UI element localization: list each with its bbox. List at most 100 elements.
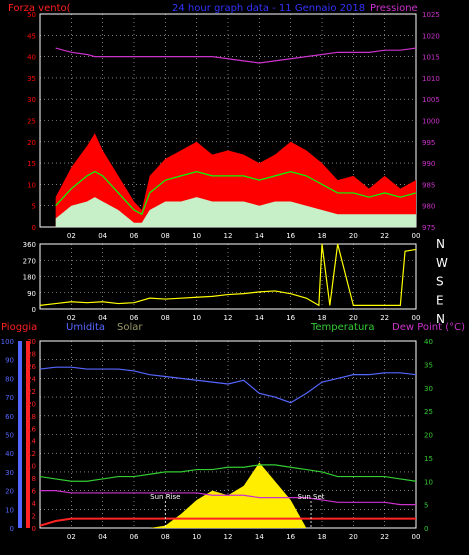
humidity-ytick-label: 20 bbox=[5, 488, 14, 496]
pressure-title: Pressione bbox=[370, 3, 418, 14]
temperature-ytick-label: 20 bbox=[424, 432, 433, 440]
pressure-ytick-label: 985 bbox=[422, 181, 435, 189]
pressure-ytick-label: 995 bbox=[422, 139, 435, 147]
climate-xtick-label: 00 bbox=[412, 533, 421, 541]
pressure-ytick-label: 1005 bbox=[422, 96, 440, 104]
climate-xtick-label: 02 bbox=[67, 533, 76, 541]
wind-xtick-label: 08 bbox=[161, 232, 170, 240]
rain-ytick-label: 4 bbox=[32, 500, 37, 508]
wind-xtick-label: 06 bbox=[130, 232, 139, 240]
temperature-ytick-label: 40 bbox=[424, 338, 433, 346]
rain-ytick-label: 12 bbox=[27, 450, 36, 458]
pressure-ytick-label: 975 bbox=[422, 224, 435, 232]
rain-line bbox=[39, 517, 416, 527]
temperature-ytick-label: 30 bbox=[424, 385, 433, 393]
climate-xtick-label: 18 bbox=[318, 533, 327, 541]
direction-compass-label: N bbox=[436, 237, 445, 251]
wind-xtick-label: 00 bbox=[412, 232, 421, 240]
wind-xtick-label: 14 bbox=[255, 232, 264, 240]
humidity-ytick-label: 0 bbox=[10, 525, 14, 533]
wind-ytick-label: 15 bbox=[27, 160, 36, 168]
humidity-line bbox=[39, 366, 417, 404]
rain-ytick-label: 14 bbox=[27, 438, 36, 446]
rain-scale-bar bbox=[26, 341, 30, 528]
direction-compass-label: N bbox=[436, 312, 445, 326]
humidity-ytick-label: 100 bbox=[1, 338, 14, 346]
direction-compass-label: W bbox=[436, 256, 448, 270]
climate-xtick-label: 22 bbox=[380, 533, 389, 541]
wind-xtick-label: 20 bbox=[349, 232, 358, 240]
wind-avg-line bbox=[55, 170, 417, 216]
temperature-ytick-label: 15 bbox=[424, 455, 433, 463]
humidity-ytick-label: 10 bbox=[5, 506, 14, 514]
wind-title: Forza vento( bbox=[8, 3, 71, 14]
rain-ytick-label: 30 bbox=[27, 338, 36, 346]
humidity-ytick-label: 80 bbox=[5, 375, 14, 383]
pressure-ytick-label: 980 bbox=[422, 203, 435, 211]
rain-ytick-label: 26 bbox=[27, 363, 36, 371]
direction-xtick-label: 10 bbox=[192, 314, 201, 322]
sun-rise-label: Sun Rise bbox=[150, 493, 180, 501]
direction-line bbox=[39, 243, 417, 307]
wind-ytick-label: 10 bbox=[27, 181, 36, 189]
direction-ytick-label: 360 bbox=[23, 241, 36, 249]
rain-ytick-label: 18 bbox=[27, 413, 36, 421]
climate-xtick-label: 04 bbox=[98, 533, 107, 541]
wind-ytick-label: 40 bbox=[27, 54, 36, 62]
direction-xtick-label: 04 bbox=[98, 314, 107, 322]
wind-xtick-label: 04 bbox=[98, 232, 107, 240]
direction-xtick-label: 00 bbox=[412, 314, 421, 322]
humidity-scale-bar bbox=[18, 341, 22, 528]
humidity-ytick-label: 30 bbox=[5, 469, 14, 477]
rain-title: Pioggia bbox=[1, 322, 37, 333]
rain-ytick-label: 10 bbox=[27, 463, 36, 471]
pressure-line bbox=[55, 47, 417, 64]
rain-ytick-label: 2 bbox=[32, 513, 36, 521]
wind-xtick-label: 10 bbox=[192, 232, 201, 240]
pressure-ytick-label: 1025 bbox=[422, 11, 440, 19]
direction-xtick-label: 16 bbox=[286, 314, 295, 322]
climate-xtick-label: 08 bbox=[161, 533, 170, 541]
humidity-ytick-label: 90 bbox=[5, 357, 14, 365]
pressure-ytick-label: 1015 bbox=[422, 54, 440, 62]
pressure-ytick-label: 1020 bbox=[422, 32, 440, 40]
direction-compass-label: S bbox=[436, 275, 444, 289]
wind-xtick-label: 18 bbox=[318, 232, 327, 240]
rain-ytick-label: 0 bbox=[32, 525, 36, 533]
temperature-ytick-label: 10 bbox=[424, 478, 433, 486]
direction-xtick-label: 12 bbox=[224, 314, 233, 322]
wind-xtick-label: 02 bbox=[67, 232, 76, 240]
direction-ytick-label: 270 bbox=[23, 257, 36, 265]
dew-point-line bbox=[40, 490, 416, 506]
wind-ytick-label: 5 bbox=[32, 203, 36, 211]
temperature-title: Temperatura bbox=[310, 322, 375, 333]
wind-ytick-label: 25 bbox=[27, 118, 36, 126]
rain-ytick-label: 22 bbox=[27, 388, 36, 396]
temperature-ytick-label: 5 bbox=[424, 502, 428, 510]
direction-xtick-label: 20 bbox=[349, 314, 358, 322]
solar-title: Solar bbox=[117, 322, 143, 333]
pressure-ytick-label: 1010 bbox=[422, 75, 440, 83]
direction-xtick-label: 22 bbox=[380, 314, 389, 322]
temperature-ytick-label: 0 bbox=[424, 525, 428, 533]
rain-ytick-label: 16 bbox=[27, 425, 36, 433]
climate-xtick-label: 10 bbox=[192, 533, 201, 541]
humidity-ytick-label: 60 bbox=[5, 413, 14, 421]
chart-title: 24 hour graph data - 11 Gennaio 2018 bbox=[172, 3, 365, 14]
direction-ytick-label: 0 bbox=[32, 306, 36, 314]
pressure-ytick-label: 990 bbox=[422, 160, 435, 168]
temperature-ytick-label: 25 bbox=[424, 408, 433, 416]
rain-ytick-label: 8 bbox=[32, 475, 36, 483]
sun-set-label: Sun Set bbox=[298, 493, 325, 501]
wind-ytick-label: 20 bbox=[27, 139, 36, 147]
humidity-ytick-label: 70 bbox=[5, 394, 14, 402]
climate-xtick-label: 12 bbox=[224, 533, 233, 541]
humidity-ytick-label: 50 bbox=[5, 432, 14, 440]
climate-xtick-label: 20 bbox=[349, 533, 358, 541]
rain-ytick-label: 28 bbox=[27, 350, 36, 358]
humidity-title: Umidita bbox=[66, 322, 105, 333]
wind-ytick-label: 50 bbox=[27, 11, 36, 19]
direction-ytick-label: 180 bbox=[23, 274, 36, 282]
direction-xtick-label: 14 bbox=[255, 314, 264, 322]
